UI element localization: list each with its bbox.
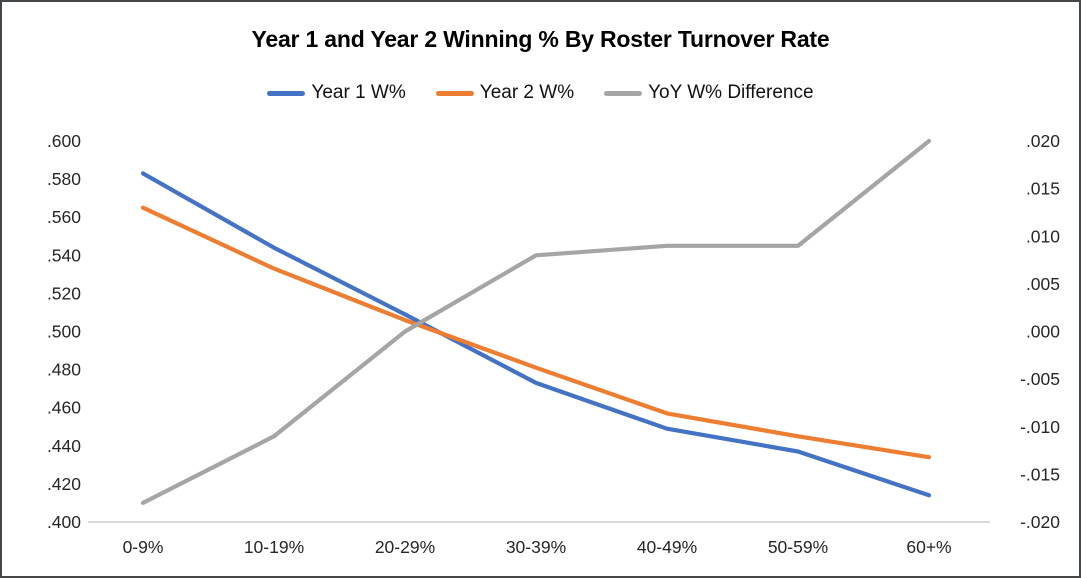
- x-axis-category-label: 40-49%: [637, 537, 697, 557]
- right-axis-tick-label: -.010: [1020, 417, 1060, 437]
- legend-marker-difference-icon: [604, 90, 643, 96]
- legend-marker-year2-icon: [435, 90, 474, 96]
- right-axis-tick-label: .000: [1026, 322, 1060, 342]
- left-axis-tick-label: .580: [47, 169, 81, 189]
- left-axis-tick-label: .400: [47, 512, 81, 532]
- left-axis-tick-label: .440: [47, 436, 81, 456]
- series-line-year-2-w-: [140, 205, 932, 460]
- right-axis-tick-label: .005: [1026, 274, 1060, 294]
- legend-label-difference: YoY W% Difference: [648, 82, 814, 103]
- right-axis-tick-label: -.005: [1020, 369, 1060, 389]
- x-axis-category-label: 0-9%: [123, 537, 164, 557]
- chart-title: Year 1 and Year 2 Winning % By Roster Tu…: [251, 26, 830, 52]
- x-axis-category-label: 20-29%: [375, 537, 435, 557]
- right-axis-tick-label: .020: [1026, 131, 1060, 151]
- legend-item-year2: Year 2 W%: [435, 82, 575, 104]
- series-line-yoy-w-difference: [140, 138, 932, 505]
- left-axis-tick-label: .560: [47, 207, 81, 227]
- x-axis-category-label: 30-39%: [506, 537, 566, 557]
- left-axis-tick-label: .500: [47, 322, 81, 342]
- right-axis-tick-label: -.020: [1020, 512, 1060, 532]
- left-axis-tick-label: .480: [47, 360, 81, 380]
- x-axis-category-label: 50-59%: [768, 537, 828, 557]
- left-axis-tick-label: .420: [47, 474, 81, 494]
- legend-label-year1: Year 1 W%: [311, 82, 406, 103]
- legend-label-year2: Year 2 W%: [479, 82, 575, 103]
- x-axis-category-label: 60+%: [906, 537, 951, 557]
- left-axis-tick-label: .460: [47, 398, 81, 418]
- right-axis-tick-label: .015: [1026, 179, 1060, 199]
- left-axis-tick-label: .520: [47, 283, 81, 303]
- legend-marker-year1-icon: [267, 90, 306, 96]
- chart-legend: Year 1 W% Year 2 W% YoY W% Difference: [2, 82, 1079, 104]
- legend-item-year1: Year 1 W%: [267, 82, 406, 104]
- legend-item-difference: YoY W% Difference: [604, 82, 814, 104]
- left-axis-tick-label: .600: [47, 131, 81, 151]
- series-line-year-1-w-: [140, 171, 932, 498]
- right-axis-tick-label: .010: [1026, 226, 1060, 246]
- left-axis-tick-label: .540: [47, 245, 81, 265]
- right-axis-tick-label: -.015: [1020, 464, 1060, 484]
- x-axis-category-label: 10-19%: [244, 537, 304, 557]
